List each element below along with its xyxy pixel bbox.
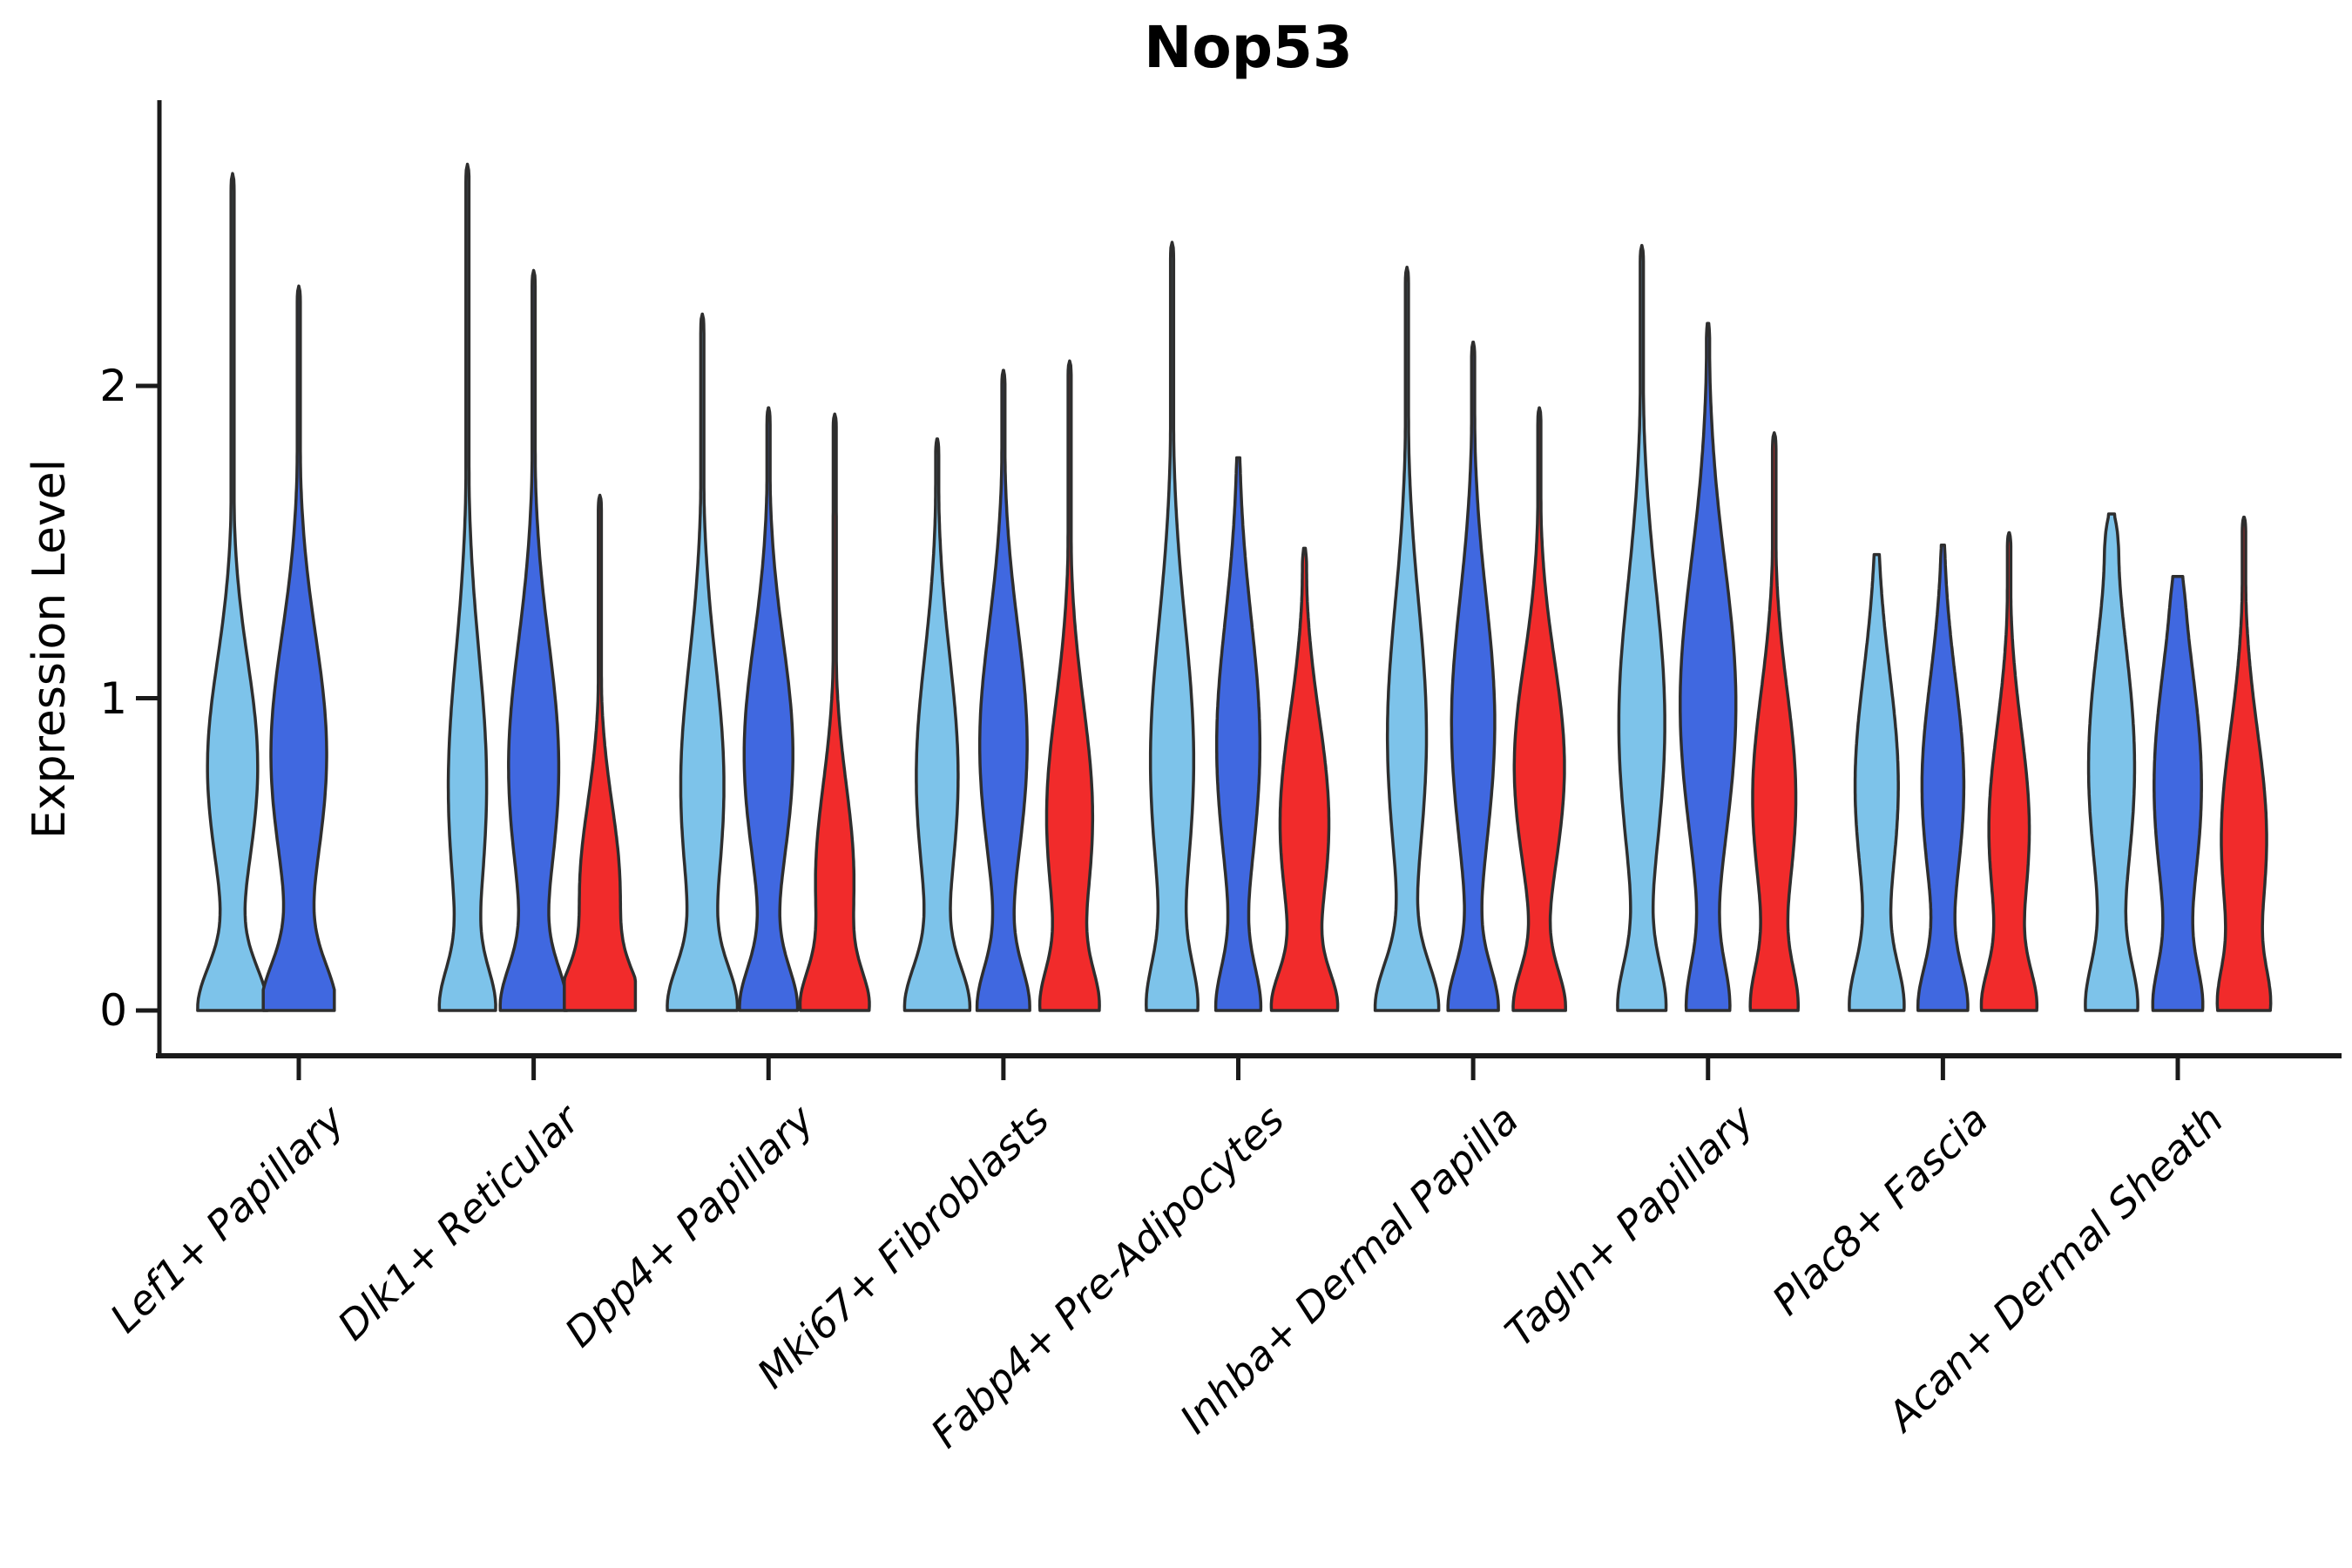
y-tick-label: 0 <box>99 985 127 1036</box>
violin-7-light_blue <box>1848 552 1906 1012</box>
violin-0-light_blue <box>196 172 269 1012</box>
violin-3-light_blue <box>902 437 972 1012</box>
violin-3-dark_blue <box>975 368 1031 1012</box>
violin-5-red <box>1511 406 1567 1012</box>
violin-1-red <box>563 493 638 1012</box>
violin-2-light_blue <box>666 312 740 1012</box>
violin-8-light_blue <box>2084 512 2139 1012</box>
violin-7-red <box>1979 531 2039 1012</box>
violin-4-light_blue <box>1145 240 1200 1012</box>
violin-4-dark_blue <box>1213 456 1263 1012</box>
violin-8-red <box>2215 515 2273 1012</box>
violin-5-light_blue <box>1373 266 1441 1012</box>
violin-6-red <box>1748 431 1801 1012</box>
violin-1-light_blue <box>437 162 497 1012</box>
violin-5-dark_blue <box>1446 341 1500 1012</box>
violin-3-red <box>1037 359 1101 1012</box>
violin-2-red <box>798 412 871 1012</box>
chart-title: Nop53 <box>1144 14 1353 81</box>
violin-2-dark_blue <box>738 406 800 1012</box>
violin-6-dark_blue <box>1679 321 1738 1012</box>
y-tick-label: 1 <box>99 672 127 724</box>
violin-4-red <box>1269 546 1340 1012</box>
violin-8-dark_blue <box>2151 574 2205 1012</box>
violin-0-dark_blue <box>261 284 336 1012</box>
violin-6-light_blue <box>1616 243 1668 1012</box>
violin-7-dark_blue <box>1916 544 1970 1012</box>
y-tick-label: 2 <box>99 361 127 411</box>
violin-1-dark_blue <box>498 268 569 1012</box>
